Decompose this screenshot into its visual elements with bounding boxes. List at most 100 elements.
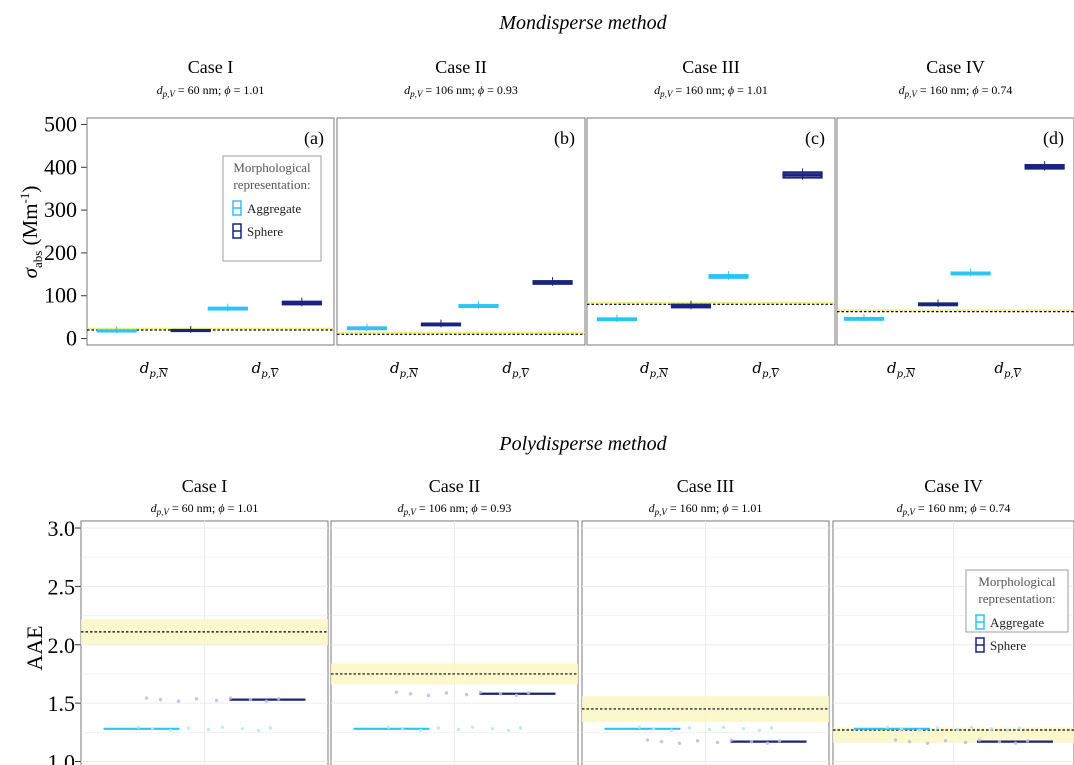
top-legend-title-2: representation: (233, 177, 310, 192)
x-tick-label-4-2: dp,V (994, 359, 1022, 380)
case-subtitle-3: dp,V = 160 nm; ϕ = 1.01 (649, 501, 763, 517)
top-panel-2 (336, 117, 586, 346)
jitter-point-3-1-1 (637, 725, 642, 729)
top-plot-area: 0 100 200 300 400 500 Case I dp,V = 60 nm; ϕ = … (44, 57, 1074, 380)
jitter-point-2-2-5 (464, 692, 469, 697)
jitter-point-4-1-6 (969, 725, 974, 729)
jitter-point-4-1-2 (899, 727, 904, 731)
top-y-tick-label-5: 500 (44, 111, 77, 136)
jitter-point-2-2-6 (478, 690, 483, 694)
bottom-legend-label-aggregate: Aggregate (990, 615, 1044, 630)
top-panel-4 (836, 117, 1074, 346)
jitter-point-1-1-5 (206, 727, 211, 732)
jitter-point-2-2-1 (394, 690, 399, 694)
jitter-point-4-1-4 (935, 726, 940, 730)
top-legend-label-sphere: Sphere (247, 224, 283, 239)
jitter-point-3-2-7 (749, 739, 754, 744)
jitter-point-4-1-1 (885, 725, 890, 729)
bottom-method-title: Polydisperse method (498, 433, 667, 455)
jitter-point-4-1-9 (1017, 726, 1022, 730)
x-tick-label-2-2: dp,V (502, 359, 530, 380)
bottom-ref-band-4 (833, 727, 1074, 743)
bottom-legend-title-2: representation: (978, 591, 1055, 606)
jitter-point-1-2-7 (248, 697, 253, 702)
panel-letter-2: (b) (554, 128, 575, 149)
case-subtitle-1: dp,V = 60 nm; ϕ = 1.01 (151, 501, 259, 517)
jitter-point-3-1-3 (669, 728, 674, 733)
bottom-y-tick-label-0: 1.0 (48, 749, 76, 765)
top-y-tick-label-2: 200 (44, 240, 77, 265)
jitter-point-3-2-3 (677, 741, 682, 745)
jitter-point-2-2-4 (444, 691, 449, 695)
jitter-point-2-1-4 (436, 726, 441, 730)
jitter-point-4-1-5 (955, 727, 960, 732)
case-title-1: Case I (182, 476, 227, 496)
jitter-point-3-2-6 (729, 738, 734, 742)
case-title-4: Case IV (924, 476, 982, 496)
jitter-point-4-2-4 (943, 739, 948, 743)
jitter-point-1-2-9 (276, 697, 281, 701)
jitter-point-2-2-8 (514, 693, 519, 698)
case-title-2: Case II (429, 476, 480, 496)
bottom-y-axis-label: AAE (22, 625, 47, 670)
jitter-point-1-2-1 (144, 696, 149, 700)
case-subtitle-4: dp,V = 160 nm; ϕ = 0.74 (897, 501, 1011, 517)
top-method-title: Mondisperse method (498, 12, 667, 34)
case-title-2: Case II (435, 57, 486, 77)
jitter-point-4-2-1 (893, 738, 898, 742)
jitter-point-1-1-6 (220, 725, 225, 729)
jitter-point-4-1-7 (989, 727, 994, 731)
top-legend-title-1: Morphological (233, 160, 311, 175)
jitter-point-1-1-3 (168, 728, 173, 733)
jitter-point-4-1-3 (917, 728, 922, 733)
x-tick-label-3-1: dp,N (640, 359, 669, 380)
jitter-point-1-2-5 (214, 698, 219, 703)
jitter-point-1-1-8 (256, 728, 261, 733)
x-tick-label-2-1: dp,N (390, 359, 419, 380)
jitter-point-2-1-5 (456, 727, 461, 732)
case-subtitle-4: dp,V = 160 nm; ϕ = 0.74 (899, 83, 1013, 99)
jitter-point-4-2-7 (997, 739, 1002, 744)
jitter-point-2-1-6 (470, 725, 475, 729)
panel-letter-1: (a) (304, 128, 324, 149)
jitter-point-3-1-6 (721, 725, 726, 729)
x-tick-label-1-2: dp,V (252, 359, 280, 380)
jitter-point-1-2-3 (176, 699, 181, 703)
bottom-y-tick-label-2: 2.0 (48, 633, 76, 658)
top-panel-3 (586, 117, 836, 346)
jitter-point-3-1-2 (651, 727, 656, 731)
case-title-3: Case III (682, 57, 739, 77)
bottom-y-tick-label-1: 1.5 (48, 691, 76, 716)
case-subtitle-2: dp,V = 106 nm; ϕ = 0.93 (398, 501, 512, 517)
jitter-point-1-1-2 (150, 727, 155, 731)
top-legend-label-aggregate: Aggregate (247, 201, 301, 216)
jitter-point-2-2-7 (498, 692, 503, 696)
jitter-point-2-1-3 (418, 728, 423, 733)
case-subtitle-3: dp,V = 160 nm; ϕ = 1.01 (654, 83, 768, 99)
jitter-point-3-2-2 (659, 739, 664, 744)
panel-letter-3: (c) (805, 128, 825, 149)
jitter-point-1-1-1 (136, 725, 141, 729)
jitter-point-1-1-4 (186, 726, 191, 730)
bottom-legend-title-1: Morphological (978, 574, 1056, 589)
jitter-point-2-1-7 (490, 727, 495, 731)
jitter-point-3-2-8 (765, 741, 770, 745)
x-tick-label-4-1: dp,N (887, 359, 916, 380)
jitter-point-4-2-2 (907, 739, 912, 744)
case-title-4: Case IV (926, 57, 984, 77)
jitter-point-3-1-8 (757, 728, 762, 733)
jitter-point-3-2-9 (777, 739, 782, 743)
jitter-point-4-2-9 (1025, 739, 1030, 743)
bottom-plot-area: 1.0 1.5 2.0 2.5 3.0 Case I dp,V = 60 nm; ϕ = 1… (48, 476, 1074, 765)
case-subtitle-2: dp,V = 106 nm; ϕ = 0.93 (404, 83, 518, 99)
case-title-1: Case I (188, 57, 233, 77)
jitter-point-2-1-2 (400, 727, 405, 731)
case-title-3: Case III (677, 476, 734, 496)
jitter-point-1-2-8 (264, 699, 269, 703)
jitter-point-2-2-3 (426, 693, 431, 698)
top-y-tick-label-1: 100 (44, 283, 77, 308)
top-y-axis-label: σabs (Mm-1) (17, 186, 45, 279)
jitter-point-4-2-6 (977, 738, 982, 742)
jitter-point-1-2-6 (228, 696, 233, 700)
jitter-point-4-2-8 (1013, 741, 1018, 745)
